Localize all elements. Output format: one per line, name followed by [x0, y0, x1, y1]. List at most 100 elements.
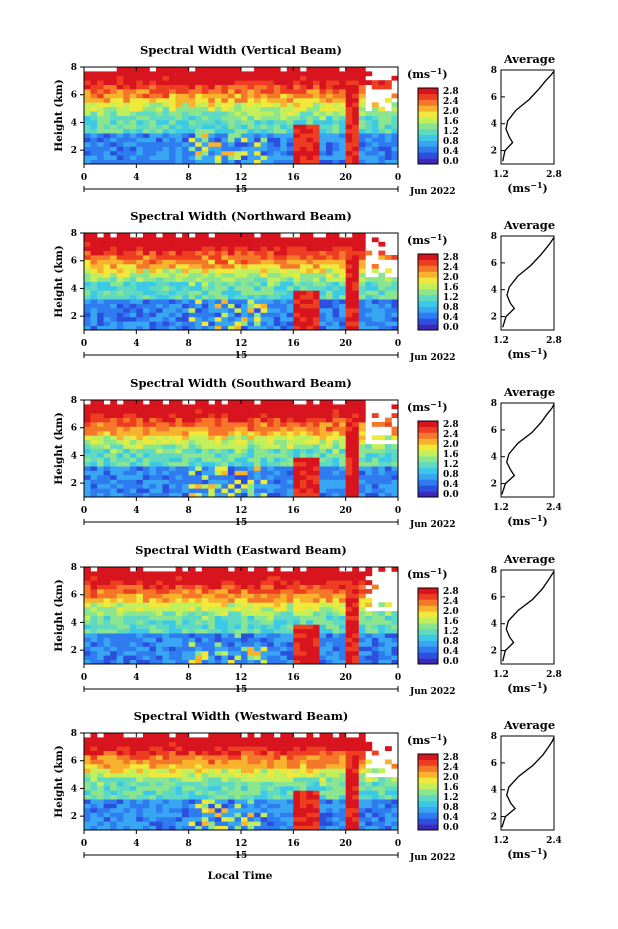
heatmap-cell — [365, 71, 373, 77]
heatmap-cell — [110, 825, 118, 831]
heatmap-cell — [90, 312, 98, 318]
heatmap-cell — [293, 430, 301, 436]
heatmap-cell — [149, 452, 157, 458]
heatmap-cell — [358, 435, 366, 441]
heatmap-cell — [110, 567, 118, 572]
heatmap-cell — [84, 444, 91, 449]
heatmap-cell — [391, 646, 399, 652]
heatmap-cell — [116, 246, 124, 251]
heatmap-cell — [293, 281, 301, 287]
heatmap-cell — [156, 790, 163, 796]
heatmap-cell — [90, 611, 98, 616]
heatmap-cell — [260, 89, 268, 94]
heatmap-cell — [214, 430, 222, 436]
heatmap-cell — [352, 413, 360, 418]
heatmap-cell — [162, 470, 170, 476]
heatmap-cell — [129, 146, 137, 152]
heatmap-cell — [286, 150, 294, 156]
heatmap-cell — [123, 483, 131, 489]
heatmap-cell — [221, 812, 229, 818]
heatmap-cell — [156, 733, 163, 738]
heatmap-cell — [103, 763, 111, 769]
heatmap-cell — [286, 241, 294, 247]
heatmap-cell — [326, 67, 333, 72]
heatmap-cell — [90, 119, 98, 125]
heatmap-cell — [241, 777, 248, 782]
heatmap-cell — [221, 475, 229, 480]
heatmap-cell — [332, 124, 340, 130]
heatmap-cell — [97, 619, 104, 625]
heatmap-cell — [169, 111, 176, 116]
heatmap-cell — [110, 821, 118, 826]
heatmap-cell — [227, 71, 235, 77]
heatmap-cell — [142, 633, 150, 638]
heatmap-cell — [378, 84, 386, 90]
heatmap-cell — [384, 444, 392, 449]
heatmap-cell — [110, 115, 118, 121]
heatmap-cell — [293, 97, 301, 103]
heatmap-cell — [313, 71, 320, 77]
heatmap-cell — [273, 272, 281, 278]
heatmap-cell — [214, 589, 222, 594]
heatmap-cell — [221, 597, 229, 603]
heatmap-cell — [391, 281, 399, 287]
heatmap-cell — [136, 628, 144, 634]
heatmap-cell — [267, 299, 275, 304]
heatmap-cell — [97, 624, 104, 630]
heatmap-cell — [201, 444, 209, 449]
heatmap-cell — [221, 285, 229, 291]
heatmap-cell — [169, 237, 176, 243]
heatmap-cell — [260, 619, 268, 625]
heatmap-cell — [267, 457, 275, 463]
colorbar-swatch — [418, 265, 438, 272]
heatmap-cell — [339, 615, 346, 621]
heatmap-cell — [182, 821, 189, 826]
heatmap-cell — [339, 637, 346, 643]
heatmap-cell — [129, 128, 137, 134]
heatmap-cell — [299, 628, 307, 634]
heatmap-cell — [110, 404, 118, 410]
heatmap-cell — [201, 233, 209, 238]
heatmap-cell — [221, 155, 229, 160]
heatmap-cell — [293, 159, 301, 165]
heatmap-cell — [142, 281, 150, 287]
heatmap-cell — [149, 268, 157, 274]
heatmap-cell — [254, 452, 261, 458]
heatmap-cell — [358, 142, 366, 147]
heatmap-cell — [352, 457, 360, 463]
heatmap-cell — [241, 567, 248, 572]
heatmap-cell — [97, 479, 104, 485]
heatmap-cell — [280, 277, 288, 282]
heatmap-cell — [149, 799, 157, 804]
heatmap-cell — [195, 237, 203, 243]
heatmap-cell — [97, 444, 104, 449]
heatmap-cell — [339, 89, 346, 94]
heatmap-cell — [234, 97, 242, 103]
heatmap-cell — [371, 475, 379, 480]
heatmap-cell — [136, 124, 144, 130]
heatmap-cell — [97, 448, 104, 454]
heatmap-cell — [97, 159, 104, 165]
heatmap-cell — [345, 488, 353, 493]
heatmap-cell — [90, 308, 98, 313]
heatmap-cell — [313, 448, 320, 454]
heatmap-cell — [97, 408, 104, 414]
colorbar-swatch — [418, 479, 438, 486]
heatmap-cell — [260, 159, 268, 165]
colorbar-swatch — [418, 111, 438, 118]
heatmap-cell — [234, 250, 242, 256]
heatmap-cell — [391, 483, 399, 489]
colorbar-tick-label: 0.4 — [443, 480, 459, 490]
heatmap-cell — [326, 84, 333, 90]
heatmap-cell — [299, 492, 307, 498]
heatmap-cell — [358, 461, 366, 467]
heatmap-cell — [182, 80, 189, 85]
heatmap-cells — [84, 567, 399, 665]
heatmap-cell — [234, 263, 242, 269]
heatmap-cell — [286, 404, 294, 410]
heatmap-cell — [142, 111, 150, 116]
heatmap-cell — [136, 768, 144, 774]
heatmap-cell — [136, 750, 144, 756]
heatmap-cell — [195, 597, 203, 603]
heatmap-cell — [339, 479, 346, 485]
